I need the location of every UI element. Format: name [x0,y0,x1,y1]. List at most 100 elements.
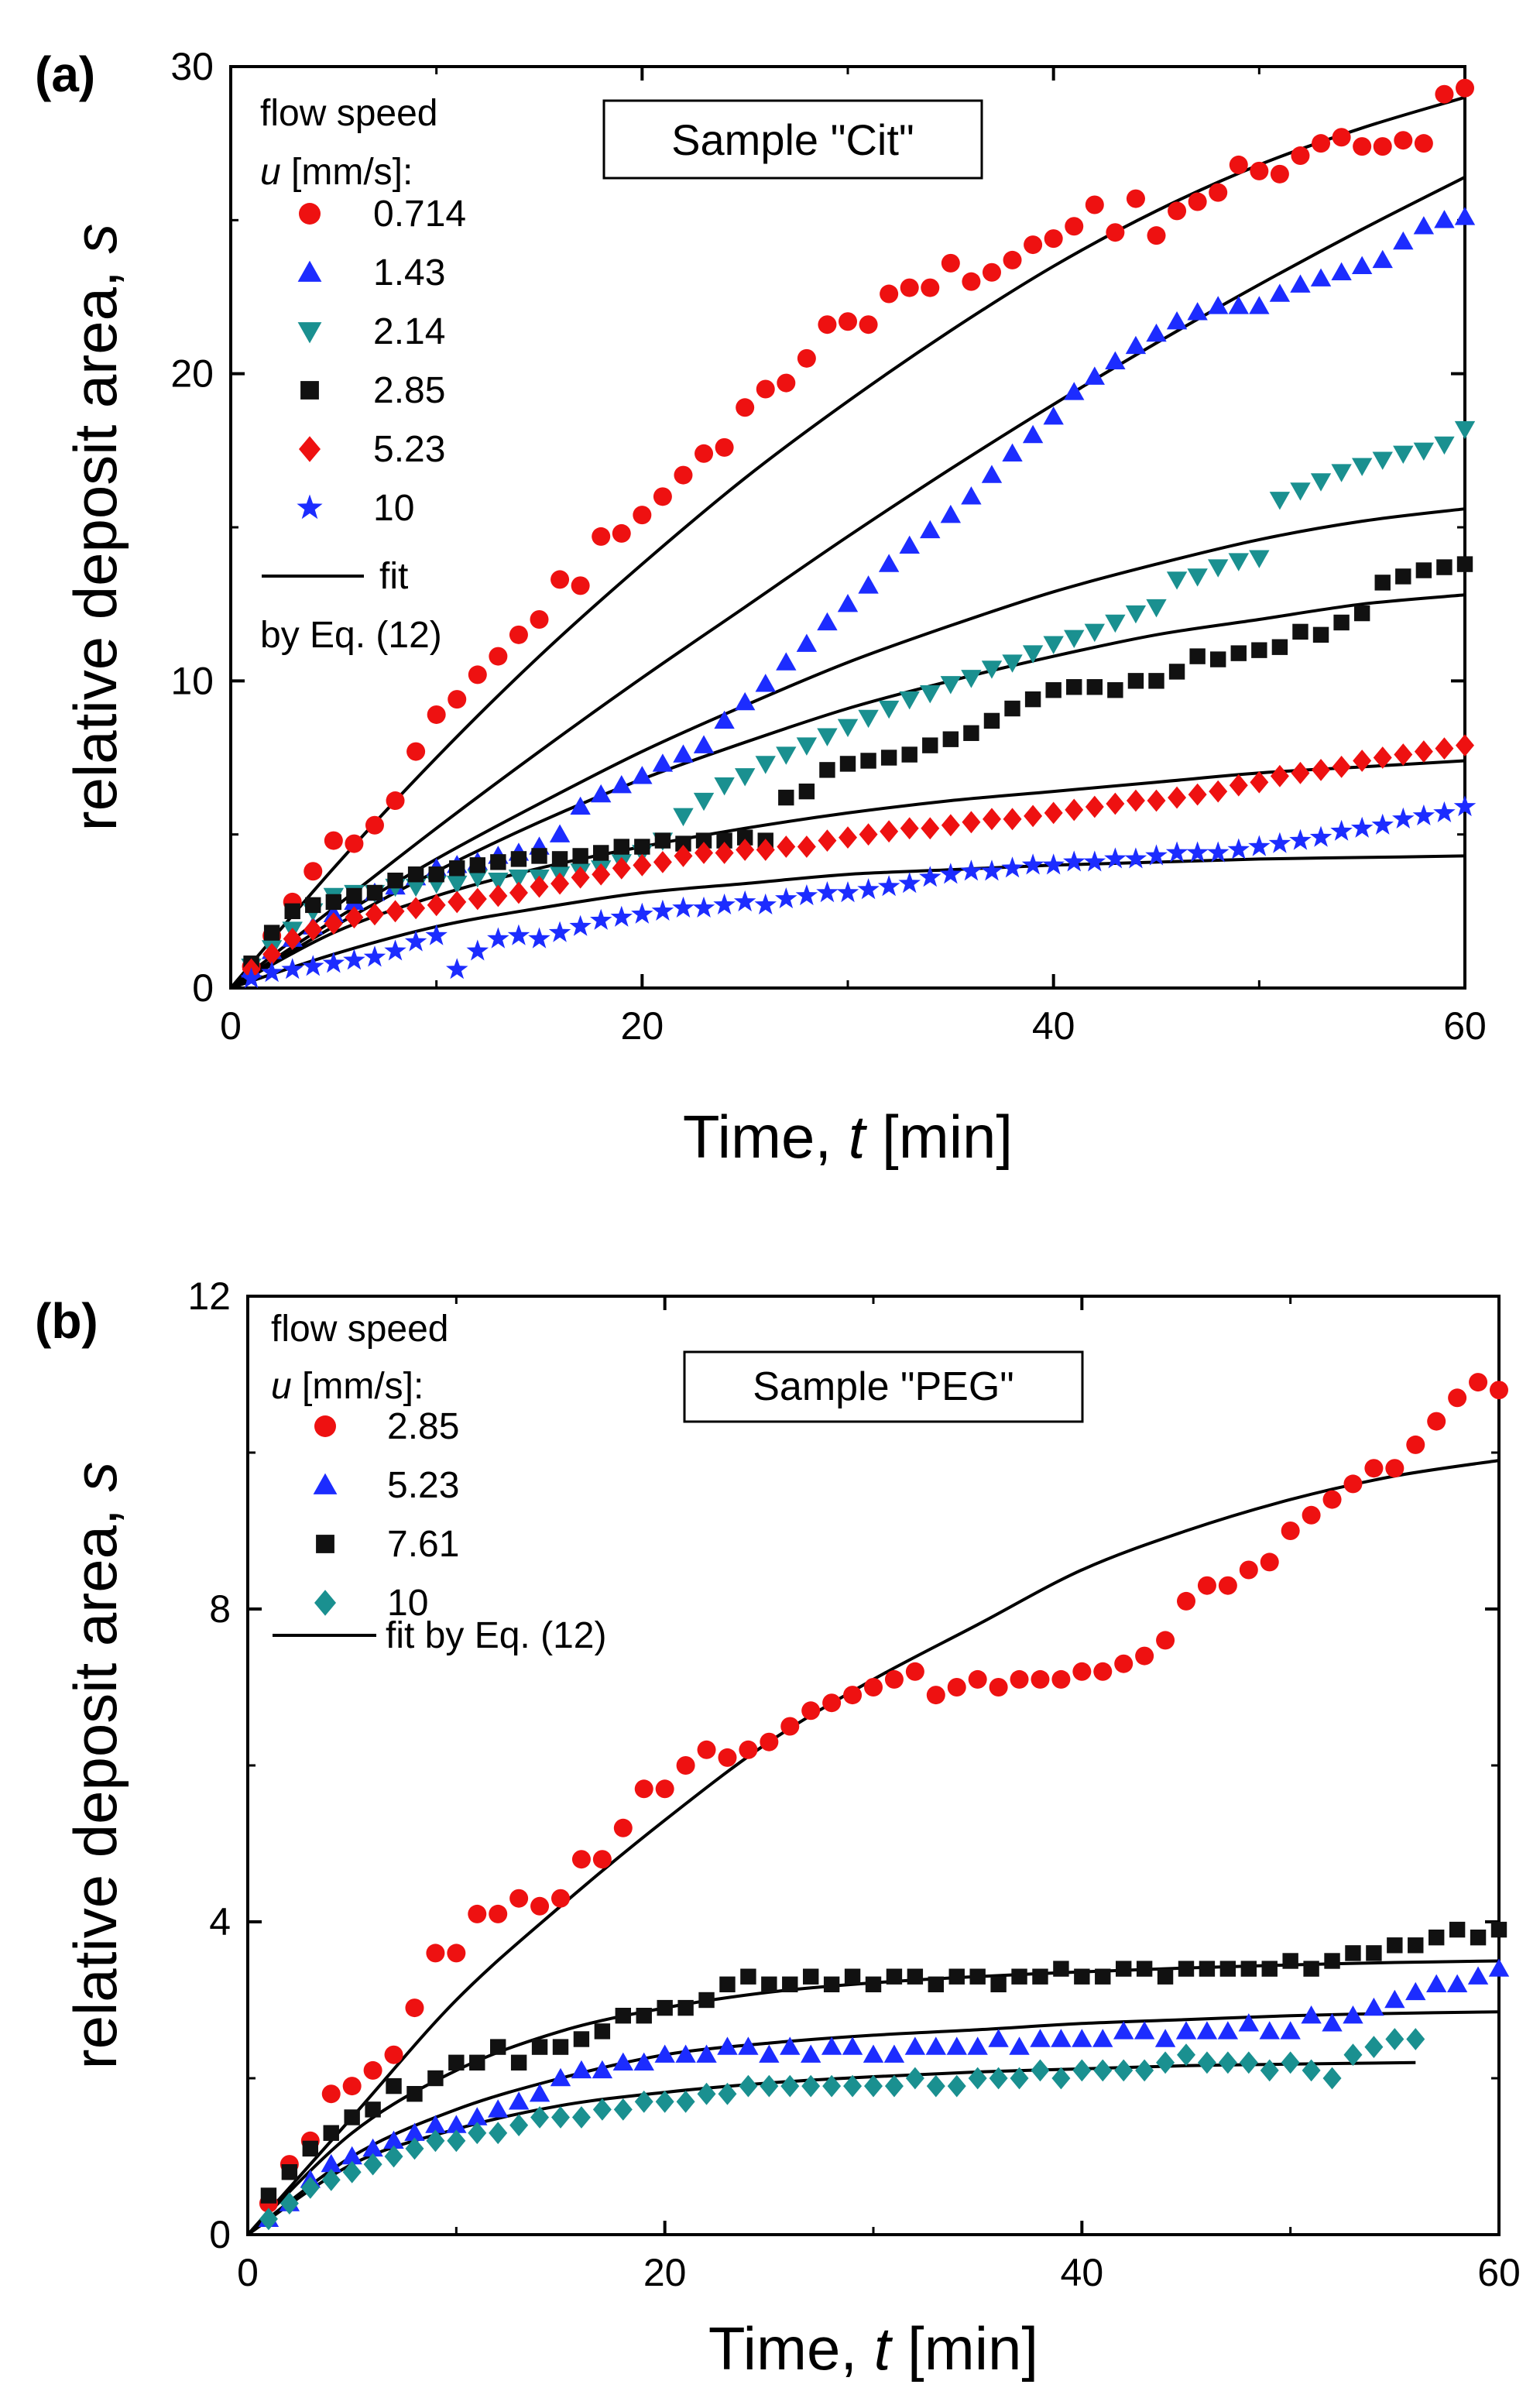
data-point [837,593,859,612]
data-point [448,690,467,709]
data-point [839,756,856,772]
data-point [657,1999,673,2016]
data-point [1395,568,1411,585]
data-point [365,2101,381,2118]
data-point [1312,758,1331,781]
series-10 [240,795,1477,989]
data-point [589,908,612,930]
data-point [653,487,672,506]
data-point [1405,1981,1426,2001]
data-point [844,1968,861,1985]
data-point [754,893,777,914]
y-tick-label: 30 [170,45,214,88]
legend-marker-5-23 [299,436,321,462]
x-tick-label: 60 [1477,2251,1521,2294]
data-point [1281,1522,1300,1540]
legend-label-2-85: 2.85 [373,370,445,411]
data-point [302,2140,318,2157]
data-point [655,2090,674,2113]
data-point [718,1748,737,1767]
data-point [634,1779,653,1799]
data-point [384,2145,403,2168]
data-point [636,2008,652,2024]
data-point [1085,195,1104,214]
data-point [1292,623,1308,640]
data-point [592,527,611,546]
data-point [695,444,714,463]
data-point [634,2090,653,2113]
data-point [716,832,732,849]
data-point [921,817,940,840]
data-point [760,1732,779,1751]
data-point [736,839,755,861]
data-point [900,817,919,840]
data-point [489,2122,508,2145]
data-point [1084,623,1105,643]
data-point [1003,808,1022,831]
legend-fit-label-a: fit [379,556,408,597]
data-point [1043,407,1064,425]
data-point [571,2060,592,2079]
legend-marker-2-85 [300,381,319,400]
data-point [1456,556,1473,572]
data-point [857,878,880,900]
data-point [1064,630,1085,648]
data-point [1206,841,1230,863]
data-point [1350,816,1374,838]
x-axis-symbol-b: t [874,2314,893,2383]
data-point [284,903,300,920]
data-point [696,2044,717,2063]
data-point [633,2052,654,2070]
data-point [530,1896,550,1916]
data-point [425,924,448,945]
data-point [302,955,324,976]
data-point [613,839,629,855]
data-point [466,939,489,961]
data-point [405,2137,424,2160]
data-point [1044,801,1063,825]
data-point [843,2074,863,2098]
data-point [322,952,345,973]
data-point [1408,1937,1424,1954]
data-point [507,924,530,945]
data-point [1228,553,1249,571]
axis-ticks-b: 0 20 40 60 0 4 8 12 [187,1275,1520,2294]
sample-title-a: Sample "Cit" [671,115,914,164]
data-point [1353,750,1372,772]
data-point [487,927,509,949]
legend-marker-2-85 [314,1415,336,1437]
data-point [695,842,714,864]
data-point [672,896,695,918]
series-7-61 [260,1921,1507,2204]
data-point [941,253,960,273]
data-point [323,2125,339,2141]
data-point [989,1678,1008,1697]
data-point [775,887,797,909]
data-point [467,2107,488,2125]
data-point [1260,2059,1279,2082]
data-point [1187,302,1208,321]
data-point [1147,789,1166,812]
data-point [777,835,796,858]
data-point [693,735,715,753]
data-point [1168,664,1185,680]
data-point [1456,78,1474,98]
data-point [1045,682,1062,698]
data-point [510,2054,527,2070]
data-point [1022,424,1044,444]
data-point [386,900,405,923]
data-point [1426,1974,1447,1992]
legend-symbol-b: u [271,1366,292,1407]
data-point [733,890,756,912]
legend-marker-10 [297,494,323,520]
data-point [1414,740,1433,763]
data-point [1065,798,1084,822]
data-point [900,278,919,297]
data-point [1135,1646,1154,1666]
data-point [1219,1961,1236,1977]
data-point [1168,786,1187,809]
data-point [1385,2028,1405,2050]
data-point [1126,789,1145,812]
data-point [551,851,568,867]
data-point [1197,1576,1216,1595]
